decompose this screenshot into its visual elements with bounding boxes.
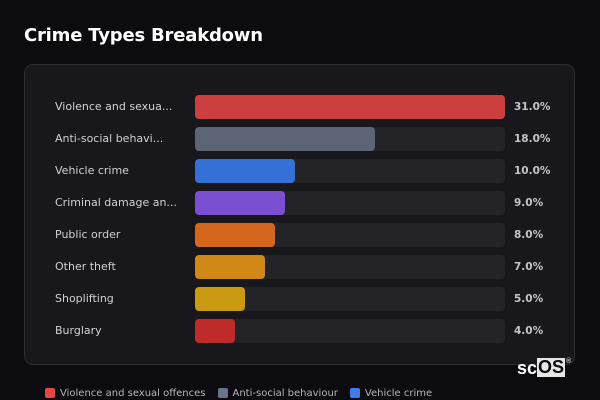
bar-fill[interactable] [195,159,295,183]
bar-label: Vehicle crime [55,164,129,177]
chart-panel: Violence and sexua... 31.0% Anti-social be… [24,64,575,365]
bar-label: Shoplifting [55,292,114,305]
bar-row: Violence and sexua... 31.0% [25,95,574,119]
registered-mark: ® [566,358,572,365]
bar-fill[interactable] [195,127,375,151]
bar-track [195,191,505,215]
bar-row: Shoplifting 5.0% [25,287,574,311]
bar-track [195,159,505,183]
legend-label: Violence and sexual offences [60,387,206,399]
bar-value: 10.0% [514,165,551,177]
legend-label: Anti-social behaviour [232,387,338,399]
chart-title: Crime Types Breakdown [24,25,263,46]
logo-text: sc [517,358,538,378]
bar-value: 7.0% [514,261,544,273]
bar-fill[interactable] [195,95,505,119]
legend-label: Vehicle crime [364,387,433,399]
bar-row: Public order 8.0% [25,223,574,247]
bar-fill[interactable] [195,287,245,311]
logo-box-text: OS [537,357,566,377]
legend-item[interactable]: Anti-social behaviour [217,387,338,399]
bar-fill[interactable] [195,319,235,343]
bar-track [195,127,505,151]
scos-logo: sc OS ® [517,358,571,379]
bar-track [195,287,505,311]
bar-row: Other theft 7.0% [25,255,574,279]
bar-row: Anti-social behavi... 18.0% [25,127,574,151]
bar-value: 4.0% [514,325,544,337]
bar-label: Criminal damage an... [55,196,177,209]
bar-value: 18.0% [514,133,551,145]
legend-item[interactable]: Vehicle crime [349,387,433,399]
legend-swatch-icon [349,388,360,398]
bar-fill[interactable] [195,223,275,247]
bar-value: 31.0% [514,101,551,113]
bar-track [195,95,505,119]
bar-label: Other theft [55,260,116,273]
bar-fill[interactable] [195,255,265,279]
legend-item[interactable]: Violence and sexual offences [45,388,206,399]
bar-fill[interactable] [195,191,285,215]
legend-swatch-icon [217,388,228,398]
legend-swatch-icon [45,388,55,398]
bar-value: 5.0% [514,293,544,305]
bar-label: Public order [55,228,121,241]
bar-track [195,255,505,279]
bar-track [195,223,505,247]
bar-label: Violence and sexua... [55,100,173,113]
bar-value: 8.0% [514,229,544,241]
bar-value: 9.0% [514,197,544,209]
bar-label: Anti-social behavi... [55,132,164,145]
bar-row: Burglary 4.0% [25,319,574,343]
bar-row: Criminal damage an... 9.0% [25,191,574,215]
chart-legend: Violence and sexual offences Anti-social … [45,386,432,400]
bar-label: Burglary [55,324,102,337]
bar-track [195,319,505,343]
bar-row: Vehicle crime 10.0% [25,159,574,183]
